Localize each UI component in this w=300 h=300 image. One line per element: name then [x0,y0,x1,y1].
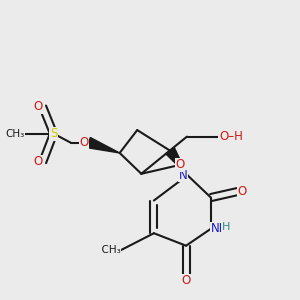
Text: O–H: O–H [219,130,243,143]
Text: NH: NH [211,222,228,235]
Text: O: O [237,185,247,198]
Text: S: S [50,127,57,140]
Text: H: H [222,222,230,232]
Text: CH₃: CH₃ [94,245,120,256]
Polygon shape [166,148,188,175]
Text: O: O [34,155,43,168]
Text: CH₃: CH₃ [5,129,24,139]
Text: O: O [176,158,185,171]
Polygon shape [87,137,120,153]
Text: O: O [80,136,89,149]
Text: O: O [182,274,191,287]
Text: O: O [34,100,43,113]
Text: N: N [179,169,188,182]
